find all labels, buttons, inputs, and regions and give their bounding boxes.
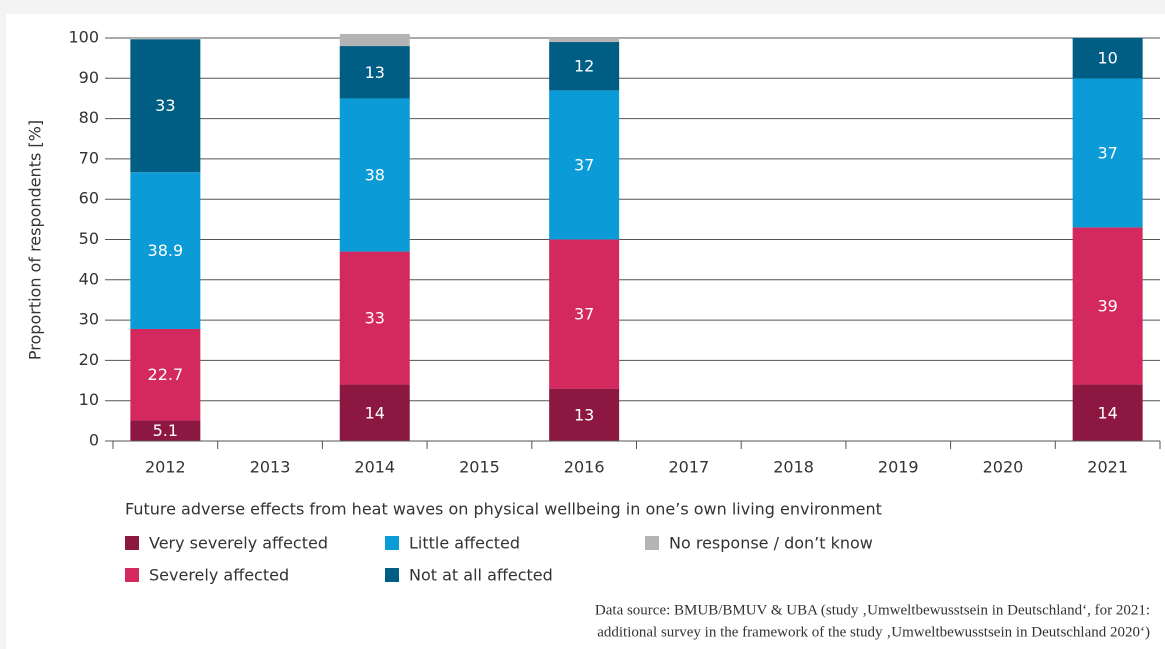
data-label: 38.9 bbox=[148, 241, 184, 260]
data-label: 13 bbox=[574, 405, 594, 424]
data-label: 33 bbox=[155, 96, 175, 115]
bar-segment bbox=[130, 38, 201, 40]
bar-segment bbox=[339, 46, 410, 99]
x-tick-label: 2019 bbox=[878, 458, 919, 477]
legend-swatch bbox=[385, 536, 399, 550]
legend-label: Very severely affected bbox=[149, 534, 328, 553]
y-tick-label: 10 bbox=[79, 390, 99, 409]
bar-segment bbox=[549, 239, 620, 389]
bar-segment bbox=[339, 384, 410, 441]
bar-segment bbox=[549, 90, 620, 240]
y-tick-label: 70 bbox=[79, 148, 99, 167]
x-tick-label: 2018 bbox=[773, 458, 814, 477]
data-label: 14 bbox=[1097, 403, 1117, 422]
bar-segment bbox=[130, 328, 201, 421]
bar-segment bbox=[130, 420, 201, 441]
bar-segment bbox=[549, 38, 620, 43]
bar-segment bbox=[130, 172, 201, 329]
data-label: 12 bbox=[574, 57, 594, 76]
source-line: additional survey in the framework of th… bbox=[597, 624, 1150, 640]
y-tick-label: 30 bbox=[79, 310, 99, 329]
legend-swatch bbox=[645, 536, 659, 550]
data-label: 14 bbox=[365, 403, 385, 422]
x-tick-label: 2020 bbox=[983, 458, 1024, 477]
data-label: 5.1 bbox=[153, 421, 178, 440]
y-tick-label: 60 bbox=[79, 189, 99, 208]
legend-label: No response / don’t know bbox=[669, 534, 873, 553]
y-tick-label: 0 bbox=[89, 431, 99, 450]
y-tick-label: 80 bbox=[79, 108, 99, 127]
x-tick-label: 2017 bbox=[668, 458, 709, 477]
x-tick-label: 2012 bbox=[145, 458, 186, 477]
legend-label: Not at all affected bbox=[409, 566, 553, 585]
y-tick-label: 40 bbox=[79, 269, 99, 288]
y-tick-label: 90 bbox=[79, 68, 99, 87]
data-label: 22.7 bbox=[148, 365, 184, 384]
x-tick-label: 2013 bbox=[250, 458, 291, 477]
x-tick-label: 2021 bbox=[1087, 458, 1128, 477]
bar-segment bbox=[1072, 78, 1143, 228]
legend-label: Little affected bbox=[409, 534, 520, 553]
x-tick-label: 2016 bbox=[564, 458, 605, 477]
data-label: 10 bbox=[1097, 49, 1117, 68]
y-tick-label: 100 bbox=[68, 28, 99, 47]
bar-segment bbox=[1072, 38, 1143, 79]
legend-title: Future adverse effects from heat waves o… bbox=[125, 500, 882, 519]
bar-segment bbox=[339, 251, 410, 385]
x-tick-label: 2014 bbox=[354, 458, 395, 477]
bar-segment bbox=[549, 42, 620, 91]
data-label: 13 bbox=[365, 63, 385, 82]
data-label: 39 bbox=[1097, 296, 1117, 315]
data-label: 37 bbox=[574, 155, 594, 174]
y-axis-label: Proportion of respondents [%] bbox=[26, 120, 45, 360]
bar-segment bbox=[1072, 384, 1143, 441]
y-tick-label: 20 bbox=[79, 350, 99, 369]
legend-label: Severely affected bbox=[149, 566, 289, 585]
data-label: 38 bbox=[365, 166, 385, 185]
bar-segment bbox=[549, 388, 620, 441]
bar-segment bbox=[1072, 227, 1143, 385]
source-line: Data source: BMUB/BMUV & UBA (study ‚Umw… bbox=[595, 602, 1150, 618]
bar-segment bbox=[339, 98, 410, 252]
bar-segment bbox=[339, 33, 410, 47]
data-label: 33 bbox=[365, 309, 385, 328]
x-tick-label: 2015 bbox=[459, 458, 500, 477]
data-label: 37 bbox=[1097, 143, 1117, 162]
legend-swatch bbox=[125, 568, 139, 582]
legend-swatch bbox=[385, 568, 399, 582]
bar-segment bbox=[130, 39, 201, 173]
legend-swatch bbox=[125, 536, 139, 550]
data-label: 37 bbox=[574, 305, 594, 324]
y-tick-label: 50 bbox=[79, 229, 99, 248]
